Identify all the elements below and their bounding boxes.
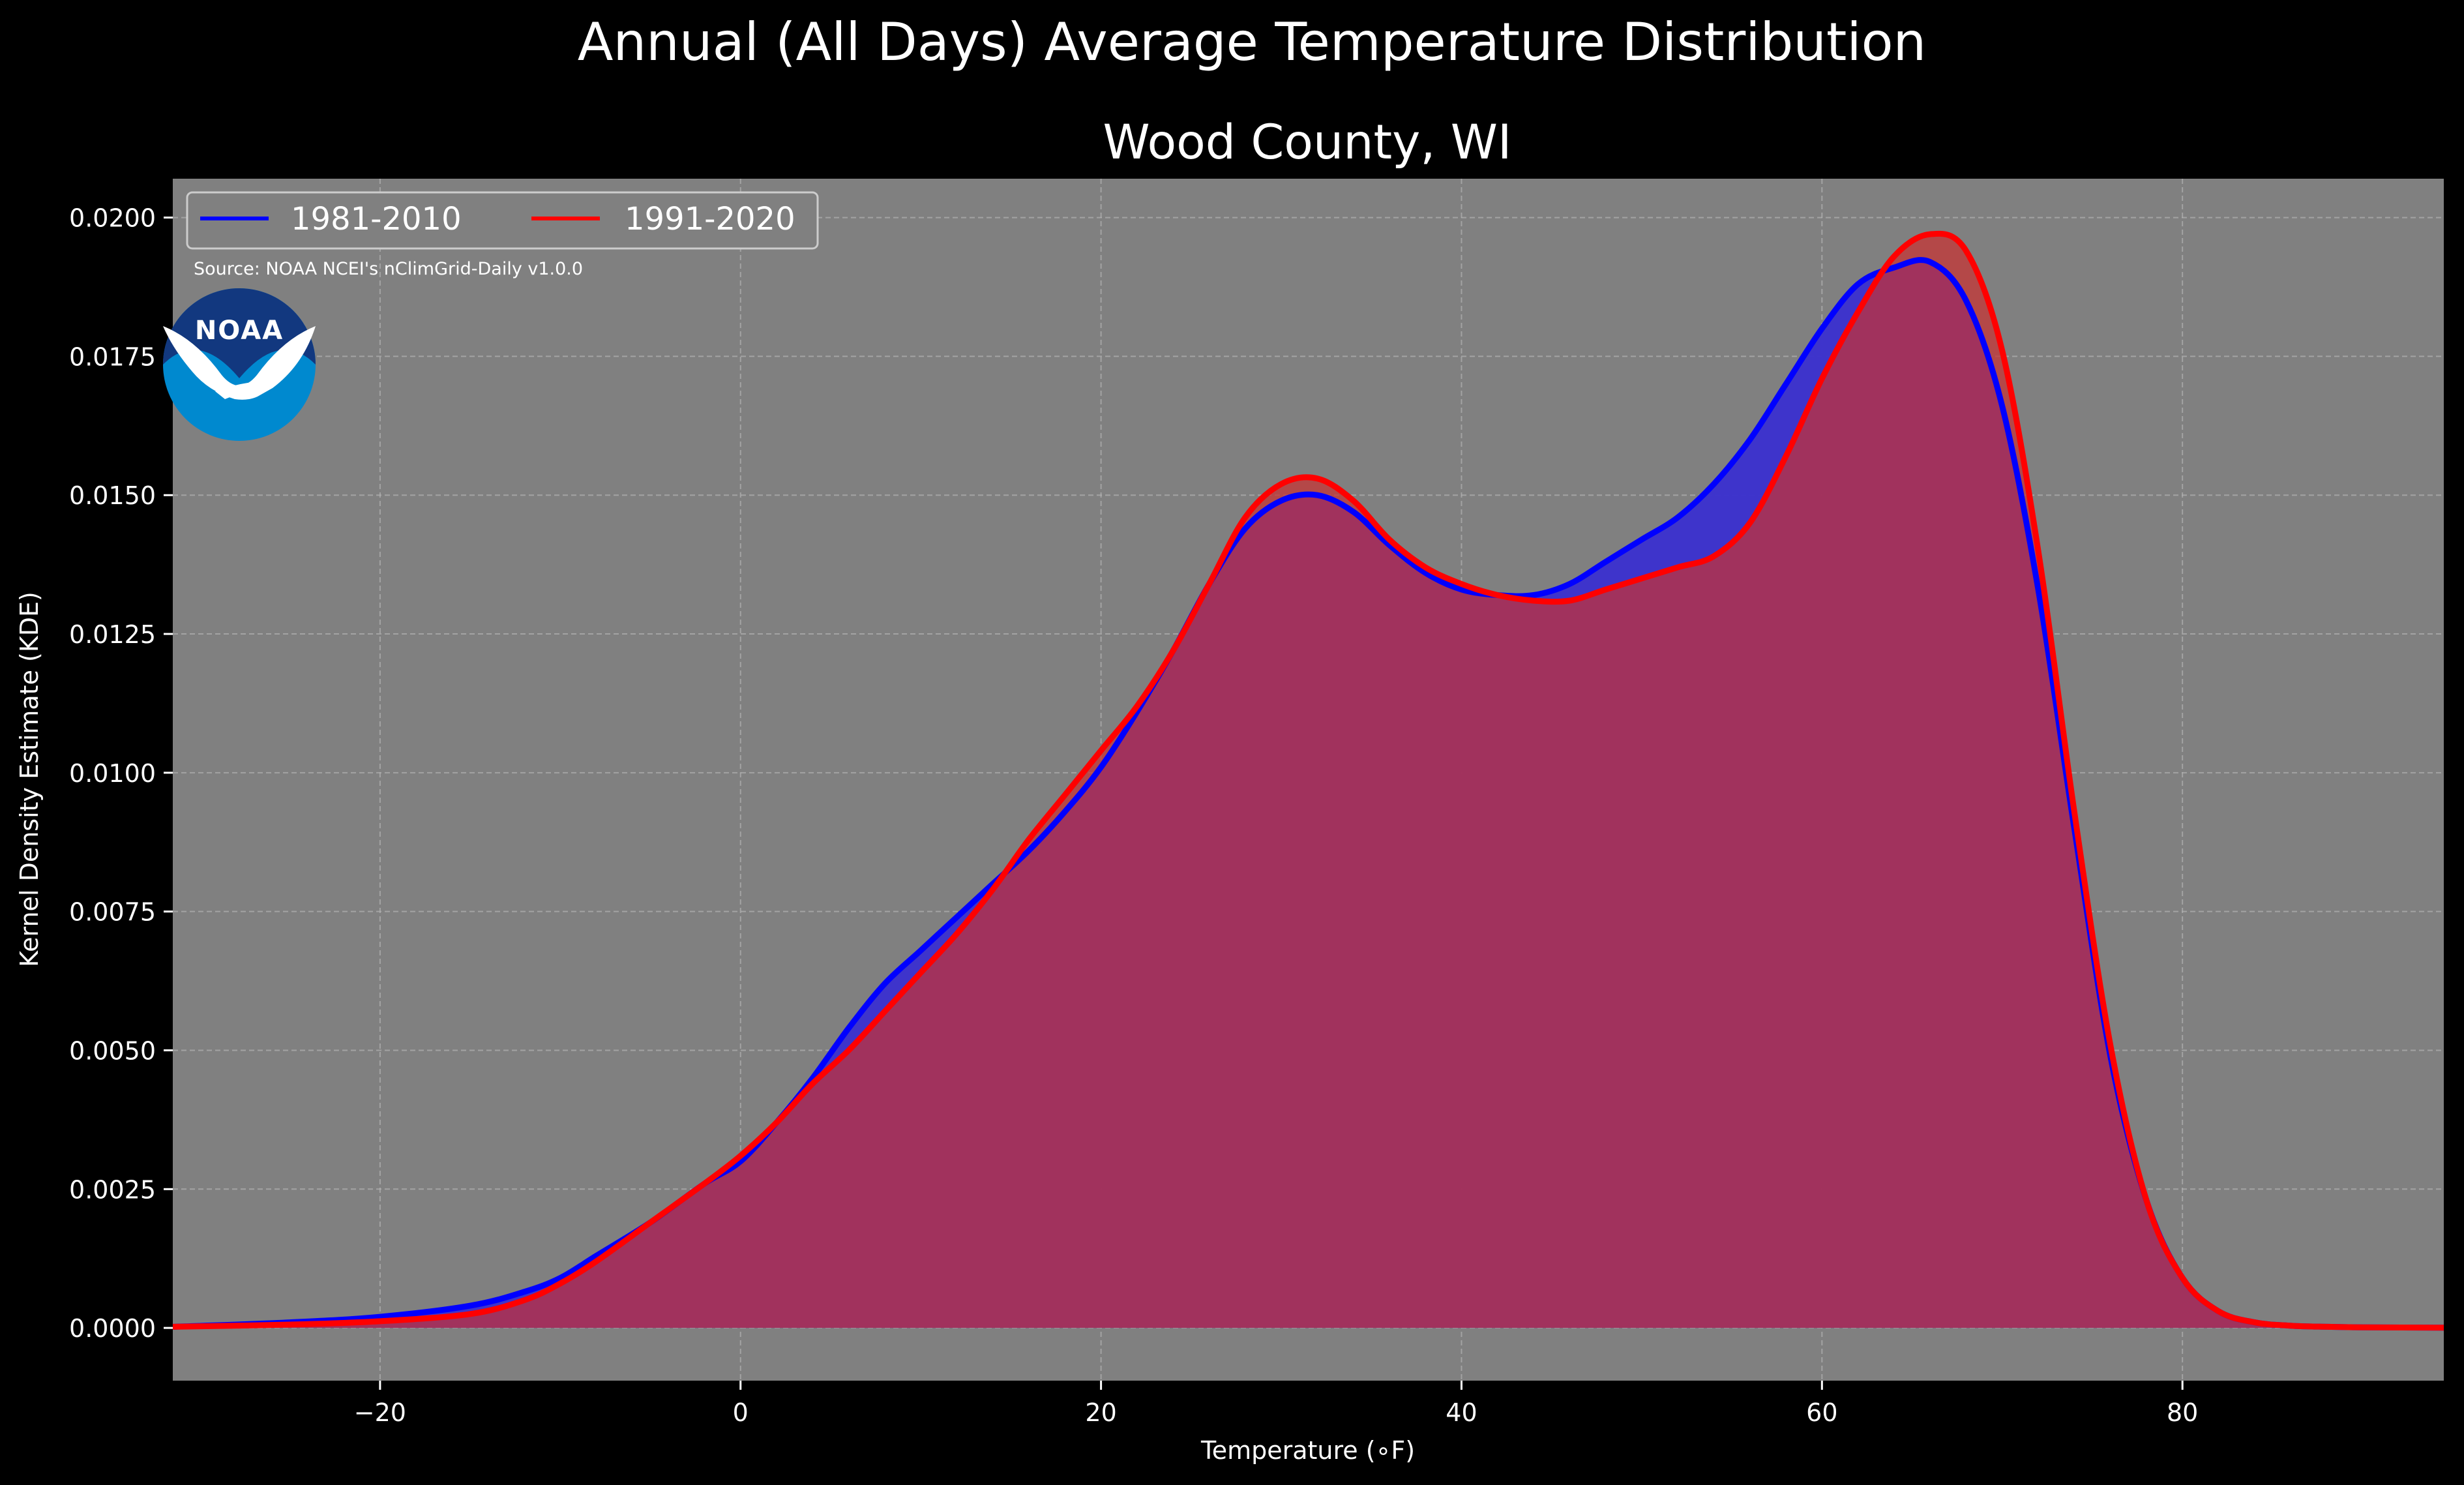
legend-label-1991-2020: 1991-2020 (625, 201, 795, 237)
x-tick-label-0: 0 (733, 1398, 749, 1427)
x-tick-label-60: 60 (1806, 1398, 1837, 1427)
x-tick-label--20: −20 (354, 1398, 406, 1427)
x-axis-label: Temperature (∘F) (1200, 1436, 1415, 1465)
y-tick-label-0-015: 0.0150 (69, 481, 156, 510)
area-1991-2020 (173, 233, 2444, 1328)
source-note: Source: NOAA NCEI's nClimGrid-Daily v1.0… (194, 259, 583, 279)
y-tick-label-0-01: 0.0100 (69, 759, 156, 788)
y-tick-label-0-02: 0.0200 (69, 204, 156, 233)
x-tick-label-80: 80 (2167, 1398, 2198, 1427)
legend: 1981-2010 1991-2020 (186, 191, 819, 250)
chart-suptitle: Annual (All Days) Average Temperature Di… (578, 12, 1926, 72)
chart-title: Wood County, WI (1103, 115, 1512, 170)
legend-label-1981-2010: 1981-2010 (291, 201, 462, 237)
y-tick-label-0: 0.0000 (69, 1314, 156, 1343)
y-tick-label-0-0175: 0.0175 (69, 342, 156, 371)
y-tick-label-0-0025: 0.0025 (69, 1175, 156, 1204)
noaa-logo-text: NOAA (195, 316, 284, 346)
line-1991-2020 (172, 230, 2444, 1331)
series-areas (173, 233, 2444, 1328)
series-lines (172, 230, 2444, 1331)
y-tick-label-0-0075: 0.0075 (69, 898, 156, 927)
y-axis-label: Kernel Density Estimate (KDE) (15, 592, 44, 967)
y-tick-label-0-0125: 0.0125 (69, 620, 156, 649)
x-axis-ticks: −20 0 20 40 60 80 (354, 1381, 2198, 1427)
x-tick-label-40: 40 (1446, 1398, 1477, 1427)
y-tick-label-0-005: 0.0050 (69, 1036, 156, 1065)
y-axis-ticks: 0.0000 0.0025 0.0050 0.0075 0.0100 0.0125 0.01… (69, 204, 173, 1343)
noaa-logo-icon: NOAA (163, 288, 316, 441)
legend-frame (186, 191, 819, 250)
x-tick-label-20: 20 (1085, 1398, 1116, 1427)
